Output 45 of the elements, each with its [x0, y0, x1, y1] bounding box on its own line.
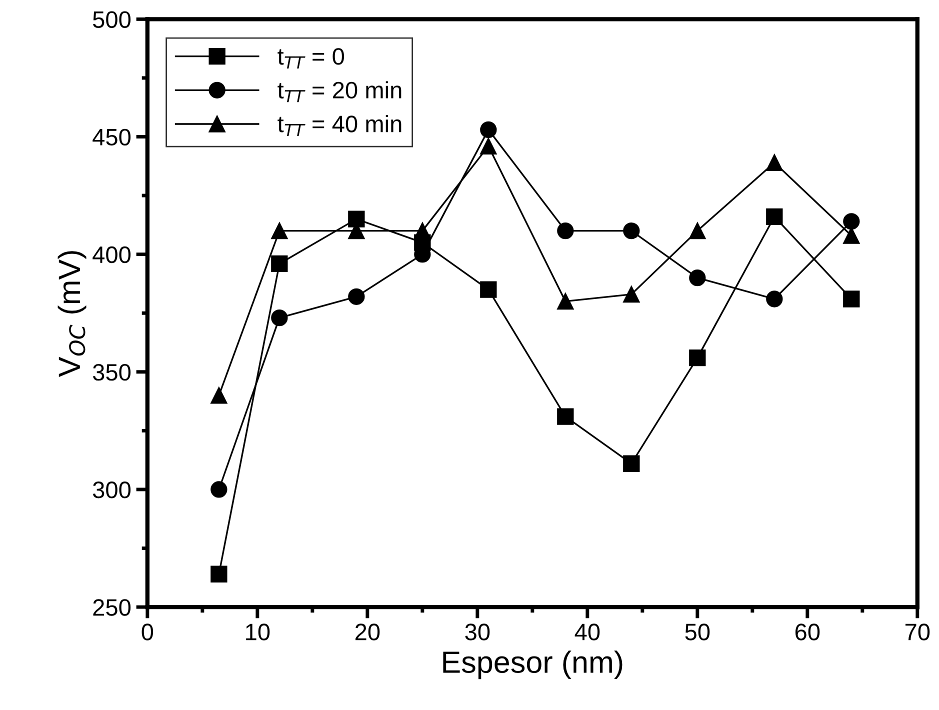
point [271, 255, 288, 272]
x-axis-title: Espesor (nm) [443, 650, 622, 680]
point [766, 154, 783, 171]
y-tick-label: 250 [93, 599, 131, 616]
point [414, 234, 431, 251]
point [557, 408, 574, 425]
point [843, 290, 860, 308]
point [480, 138, 497, 154]
point [271, 222, 288, 240]
point [623, 222, 640, 240]
point [766, 208, 783, 226]
point [623, 455, 640, 472]
point [480, 281, 497, 298]
point [689, 222, 706, 240]
y-tick-label: 500 [93, 11, 131, 28]
x-tick-label: 50 [685, 624, 710, 640]
point [210, 387, 228, 404]
point [210, 481, 228, 498]
legend-label: t$_{TT}$ = 40 min [278, 115, 402, 136]
point [557, 222, 574, 240]
point [557, 293, 574, 310]
x-tick-label: 60 [795, 624, 820, 640]
y-tick-label: 350 [92, 364, 131, 381]
point [271, 309, 288, 326]
point [348, 210, 365, 228]
x-tick-label: 20 [355, 624, 380, 640]
point [843, 213, 860, 230]
point [623, 286, 640, 303]
x-tick-label: 10 [246, 624, 270, 640]
x-tick-label: 40 [574, 624, 600, 640]
y-tick-label: 400 [92, 246, 131, 264]
y-tick-label: 300 [92, 482, 131, 498]
point [689, 349, 706, 366]
legend-label: t$_{TT}$ = 0 [278, 48, 344, 68]
point [348, 288, 365, 305]
y-axis-title: V$_{OC}$ (mV) [58, 251, 86, 377]
x-tick-label: 0 [142, 624, 154, 640]
x-tick-label: 70 [905, 624, 930, 640]
y-tick-label: 450 [92, 128, 131, 146]
point [480, 121, 497, 138]
point [210, 566, 228, 582]
x-tick-label: 30 [465, 624, 490, 640]
point [766, 290, 783, 308]
point [689, 270, 706, 286]
legend-label: t$_{TT}$ = 20 min [278, 81, 402, 102]
